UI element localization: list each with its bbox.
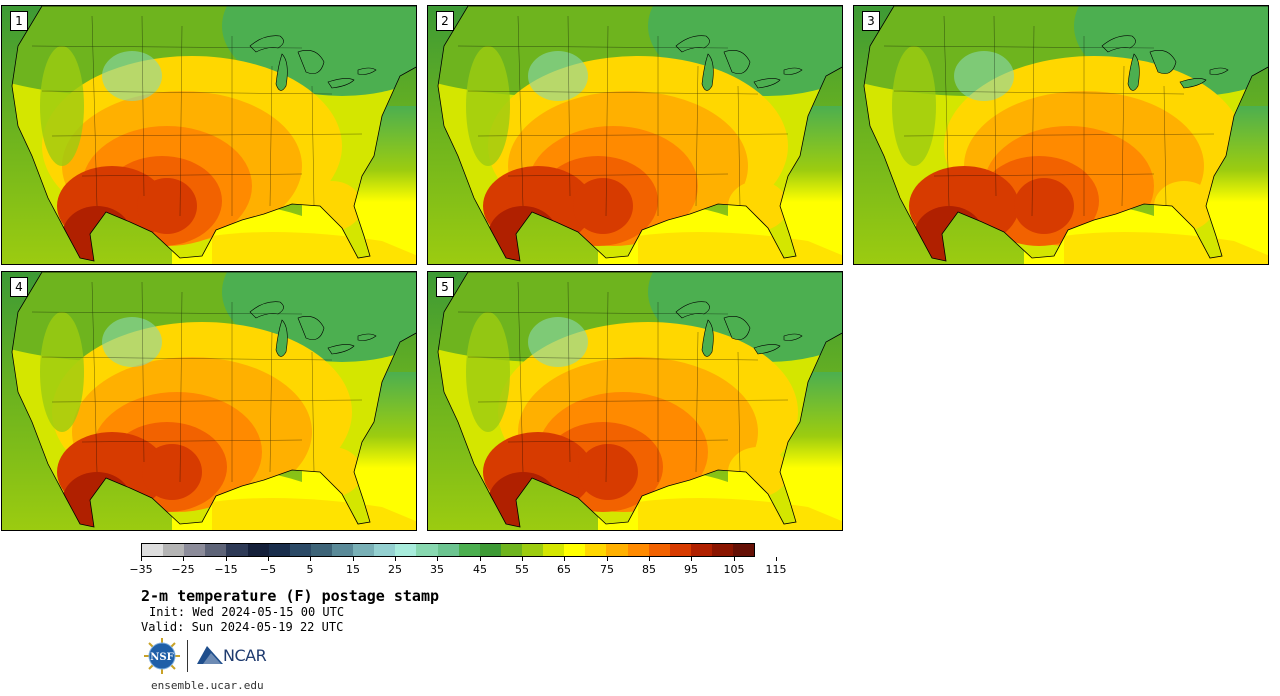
init-time: Init: Wed 2024-05-15 00 UTC — [149, 605, 345, 619]
colorbar-swatch — [205, 544, 227, 556]
panel-number-label: 2 — [436, 11, 454, 31]
colorbar-tick — [395, 557, 396, 561]
colorbar-tick — [734, 557, 735, 561]
colorbar-swatch — [163, 544, 185, 556]
ncar-logo: NCAR — [197, 644, 267, 666]
colorbar-swatch — [564, 544, 586, 556]
colorbar-ticks: −35 −25 −15 −5 5 15 25 35 45 55 65 75 85 95 105 115 — [129, 557, 787, 577]
colorbar-tick-label: 5 — [306, 563, 314, 576]
colorbar-swatch — [289, 544, 311, 556]
colorbar-swatch — [648, 544, 670, 556]
colorbar-swatch — [627, 544, 649, 556]
colorbar-swatch — [690, 544, 712, 556]
plot-title: 2-m temperature (F) postage stamp — [141, 587, 440, 605]
colorbar-tick — [183, 557, 184, 561]
site-url: ensemble.ucar.edu — [151, 679, 264, 692]
colorbar-tick — [607, 557, 608, 561]
colorbar-swatch — [606, 544, 628, 556]
colorbar-tick-label: 65 — [557, 563, 571, 576]
colorbar-tick-label: −5 — [259, 563, 277, 576]
colorbar-tick — [691, 557, 692, 561]
colorbar-swatch — [416, 544, 438, 556]
colorbar-swatch — [247, 544, 269, 556]
valid-time: Valid: Sun 2024-05-19 22 UTC — [141, 620, 344, 634]
colorbar-swatch — [585, 544, 607, 556]
panel-number-label: 4 — [10, 277, 28, 297]
colorbar-tick — [226, 557, 227, 561]
ncar-logo-text: NCAR — [223, 645, 267, 665]
forecast-panel: 1 — [1, 5, 417, 265]
colorbar-swatch — [268, 544, 290, 556]
colorbar-swatch — [479, 544, 501, 556]
colorbar-swatch — [669, 544, 691, 556]
colorbar-tick-label: 35 — [430, 563, 444, 576]
colorbar-tick — [776, 557, 777, 561]
colorbar-tick — [310, 557, 311, 561]
colorbar-tick-label: 95 — [684, 563, 698, 576]
colorbar-swatch — [310, 544, 332, 556]
panel-number-label: 5 — [436, 277, 454, 297]
forecast-panel: 3 — [853, 5, 1269, 265]
colorbar-tick-label: −15 — [214, 563, 238, 576]
logo-divider — [187, 640, 188, 672]
colorbar-tick-label: 75 — [600, 563, 614, 576]
colorbar-swatch — [374, 544, 396, 556]
colorbar-swatch — [458, 544, 480, 556]
colorbar-swatch — [184, 544, 206, 556]
colorbar-tick-label: −25 — [171, 563, 195, 576]
colorbar-tick — [268, 557, 269, 561]
nsf-logo-text: NSF — [150, 652, 173, 663]
panel-number-label: 3 — [862, 11, 880, 31]
ncar-mark-icon — [197, 646, 223, 664]
temperature-colorbar — [141, 543, 755, 557]
colorbar-tick — [649, 557, 650, 561]
forecast-panel: 4 — [1, 271, 417, 531]
colorbar-tick — [353, 557, 354, 561]
forecast-panel: 5 — [427, 271, 843, 531]
colorbar-tick — [480, 557, 481, 561]
colorbar-swatch — [733, 544, 755, 556]
colorbar-swatch — [500, 544, 522, 556]
colorbar-swatch — [711, 544, 734, 556]
colorbar-tick — [564, 557, 565, 561]
colorbar-tick-label: 105 — [723, 563, 745, 576]
colorbar-tick-label: 45 — [473, 563, 487, 576]
forecast-panel: 2 — [427, 5, 843, 265]
colorbar-swatch — [353, 544, 375, 556]
colorbar-swatch — [543, 544, 565, 556]
colorbar-tick-label: 85 — [642, 563, 656, 576]
colorbar-swatch — [142, 544, 164, 556]
colorbar-swatch — [437, 544, 459, 556]
colorbar-tick-label: 25 — [388, 563, 402, 576]
colorbar-swatch — [395, 544, 417, 556]
colorbar-tick — [141, 557, 142, 561]
colorbar-tick — [437, 557, 438, 561]
colorbar-tick-label: 15 — [346, 563, 360, 576]
colorbar-tick — [522, 557, 523, 561]
colorbar-tick-label: −35 — [129, 563, 153, 576]
colorbar-swatch — [226, 544, 248, 556]
colorbar-tick-label: 115 — [765, 563, 787, 576]
colorbar-swatch — [521, 544, 544, 556]
panel-number-label: 1 — [10, 11, 28, 31]
colorbar-tick-label: 55 — [515, 563, 529, 576]
colorbar-swatch — [331, 544, 354, 556]
nsf-logo-icon: NSF — [144, 638, 180, 678]
